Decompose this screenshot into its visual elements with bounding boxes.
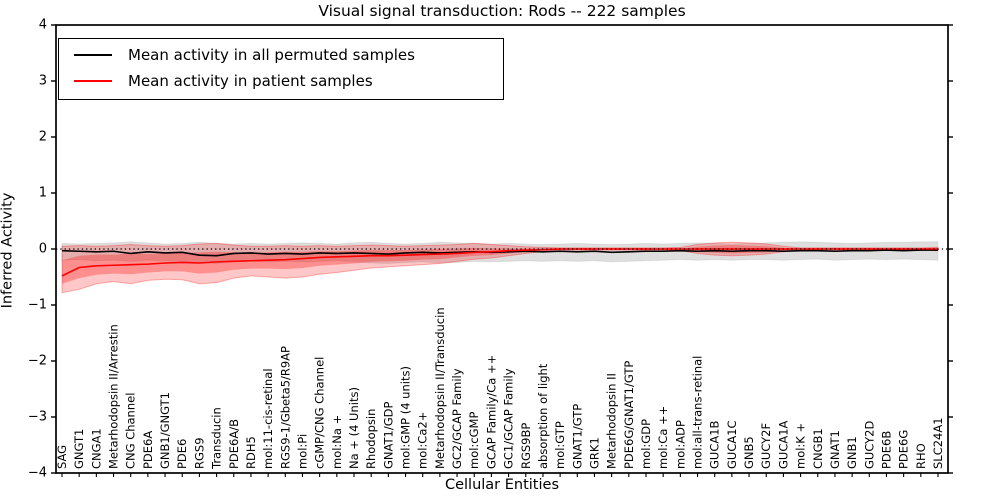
legend-entry-permuted: Mean activity in all permuted samples (59, 42, 503, 68)
x-tick-label: Metarhodopsin II/Transducin (433, 307, 447, 469)
x-tick-label: GNAT1/GDP (381, 402, 395, 469)
y-tick-label: −4 (28, 466, 47, 481)
x-tick-label: mol:all-trans-retinal (691, 356, 705, 469)
x-tick-label: PDE6G (897, 430, 911, 469)
x-tick-label: GC2/GCAP Family (450, 368, 464, 469)
x-tick-label: mol:cGMP (467, 412, 481, 469)
x-tick-label: PDE6 (175, 439, 189, 469)
legend-label-patient: Mean activity in patient samples (128, 72, 373, 90)
x-tick-label: mol:11-cis-retinal (261, 368, 275, 469)
x-tick-label: RDH5 (244, 436, 258, 469)
x-tick-label: SAG (55, 445, 69, 469)
y-tick-label: −3 (28, 410, 47, 425)
y-tick-label: 2 (39, 130, 47, 145)
chart-title: Visual signal transduction: Rods -- 222 … (318, 2, 686, 20)
x-tick-label: GUCA1C (725, 420, 739, 469)
y-tick-label: 1 (39, 186, 47, 201)
patient-range-band-inner (62, 245, 938, 284)
x-tick-label: mol:GTP (553, 421, 567, 469)
permuted-line-swatch (74, 54, 112, 56)
patient-line-swatch (74, 80, 112, 82)
y-tick-label: −2 (28, 354, 47, 369)
x-tick-label: RGS9-1/Gbeta5/R9AP (278, 346, 292, 469)
y-tick-label: −1 (28, 298, 47, 313)
legend-label-permuted: Mean activity in all permuted samples (128, 46, 415, 64)
y-tick-label: 0 (39, 242, 47, 257)
x-tick-label: GUCA1B (708, 420, 722, 469)
x-tick-label: mol:Pi (295, 434, 309, 469)
x-tick-label: GUCY2D (862, 421, 876, 469)
y-tick-label: 4 (39, 18, 47, 33)
x-tick-label: mol:Na + (330, 415, 344, 469)
legend-entry-patient: Mean activity in patient samples (59, 68, 503, 94)
x-tick-label: GC1/GCAP Family (502, 368, 516, 469)
x-tick-label: RGS9BP (519, 423, 533, 469)
x-tick-label: CNGA1 (89, 428, 103, 469)
x-tick-label: PDE6A (141, 431, 155, 469)
x-tick-label: GNB1 (845, 436, 859, 469)
x-tick-label: cGMP/CNG Channel (313, 357, 327, 469)
x-tick-label: GCAP Family/Ca ++ (484, 355, 498, 469)
x-tick-label: mol:GDP (639, 419, 653, 469)
permuted-mean-line (61, 249, 938, 257)
x-tick-label: GRK1 (587, 437, 601, 469)
x-tick-label: mol:GMP (4 units) (399, 366, 413, 469)
x-tick-label: Na + (4 Units) (347, 387, 361, 469)
legend: Mean activity in all permuted samples Me… (58, 38, 504, 100)
x-tick-label: GNB1/GNGT1 (158, 392, 172, 469)
x-axis-label: Cellular Entities (444, 477, 560, 493)
x-tick-label: PDE6B (879, 431, 893, 469)
x-tick-label: mol:Ca ++ (656, 406, 670, 469)
x-tick-label: Metarhodopsin II/Arrestin (107, 324, 121, 469)
x-tick-label: GNB5 (742, 436, 756, 469)
x-tick-label: Transducin (210, 407, 224, 470)
x-tick-label: absorption of light (536, 363, 550, 469)
x-tick-label: GUCA1A (776, 420, 790, 469)
x-tick-label: RGS9 (192, 437, 206, 469)
x-tick-label: GNAT1/GTP (570, 404, 584, 469)
x-tick-label: Rhodopsin (364, 409, 378, 469)
x-tick-label: CNG Channel (124, 393, 138, 469)
x-tick-label: Metarhodopsin II (605, 373, 619, 469)
y-tick-label: 3 (39, 74, 47, 89)
x-tick-label: mol:ADP (673, 420, 687, 469)
x-tick-label: GNAT1 (828, 430, 842, 469)
x-tick-label: mol:K + (794, 423, 808, 469)
x-tick-label: RHO (914, 443, 928, 469)
x-tick-label: GNGT1 (72, 429, 86, 469)
x-tick-label: SLC24A1 (931, 417, 945, 469)
x-tick-label: GUCY2F (759, 423, 773, 469)
x-tick-label: PDE6G/GNAT1/GTP (622, 361, 636, 469)
x-tick-label: CNGB1 (811, 428, 825, 469)
x-tick-label: mol:Ca2+ (416, 412, 430, 469)
x-tick-label: PDE6A/B (227, 419, 241, 469)
